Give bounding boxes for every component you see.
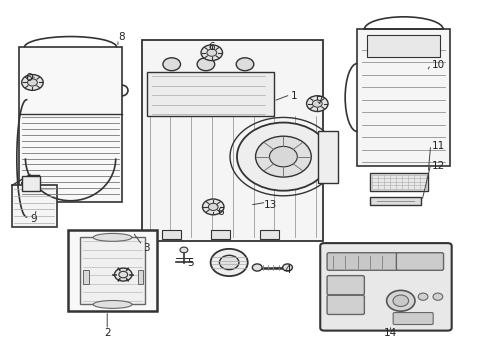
Circle shape — [418, 293, 428, 300]
Text: 6: 6 — [217, 207, 224, 217]
Text: 5: 5 — [187, 258, 194, 268]
Text: 13: 13 — [264, 200, 277, 210]
FancyBboxPatch shape — [396, 253, 443, 270]
Circle shape — [119, 271, 128, 278]
Ellipse shape — [93, 301, 132, 309]
Circle shape — [220, 255, 239, 270]
Bar — [147, 72, 274, 116]
Circle shape — [207, 49, 217, 56]
Text: 11: 11 — [431, 141, 444, 151]
Bar — [162, 230, 181, 239]
Circle shape — [180, 247, 188, 253]
Circle shape — [237, 122, 330, 191]
Ellipse shape — [93, 233, 132, 241]
Text: 3: 3 — [143, 243, 149, 253]
Text: 2: 2 — [104, 328, 111, 338]
Bar — [318, 131, 338, 183]
Circle shape — [393, 295, 409, 306]
Ellipse shape — [387, 291, 415, 311]
Text: 6: 6 — [25, 73, 32, 83]
Bar — [260, 230, 279, 239]
Bar — [369, 173, 428, 191]
Circle shape — [270, 147, 297, 167]
Circle shape — [197, 58, 215, 71]
Text: 14: 14 — [384, 328, 397, 338]
Text: 12: 12 — [431, 161, 444, 171]
Text: 6: 6 — [208, 42, 215, 52]
Circle shape — [22, 75, 43, 90]
Circle shape — [307, 96, 328, 112]
Circle shape — [283, 264, 293, 271]
Text: 10: 10 — [431, 60, 444, 70]
FancyBboxPatch shape — [393, 312, 433, 324]
Circle shape — [202, 199, 224, 215]
Bar — [138, 270, 144, 284]
Bar — [367, 35, 441, 57]
Circle shape — [163, 58, 180, 71]
Bar — [143, 40, 323, 241]
Circle shape — [115, 268, 132, 281]
Circle shape — [211, 249, 248, 276]
Circle shape — [256, 136, 311, 177]
FancyBboxPatch shape — [327, 295, 365, 315]
Bar — [22, 176, 40, 191]
Text: 8: 8 — [119, 32, 125, 41]
Text: 7: 7 — [317, 96, 323, 106]
Bar — [83, 270, 89, 284]
Circle shape — [208, 203, 218, 211]
FancyBboxPatch shape — [327, 253, 399, 270]
Bar — [369, 197, 421, 205]
Bar — [68, 230, 157, 311]
Text: 9: 9 — [30, 215, 37, 224]
FancyBboxPatch shape — [327, 276, 365, 295]
Circle shape — [236, 58, 254, 71]
Bar — [12, 185, 57, 226]
Text: 4: 4 — [285, 265, 292, 275]
Bar — [357, 30, 450, 166]
Circle shape — [252, 264, 262, 271]
Bar — [211, 230, 230, 239]
Circle shape — [27, 79, 37, 86]
Text: 1: 1 — [291, 91, 297, 101]
FancyBboxPatch shape — [320, 243, 452, 330]
Circle shape — [433, 293, 443, 300]
Circle shape — [201, 45, 222, 60]
Bar — [80, 237, 145, 305]
Circle shape — [313, 100, 322, 107]
Bar — [19, 47, 122, 202]
